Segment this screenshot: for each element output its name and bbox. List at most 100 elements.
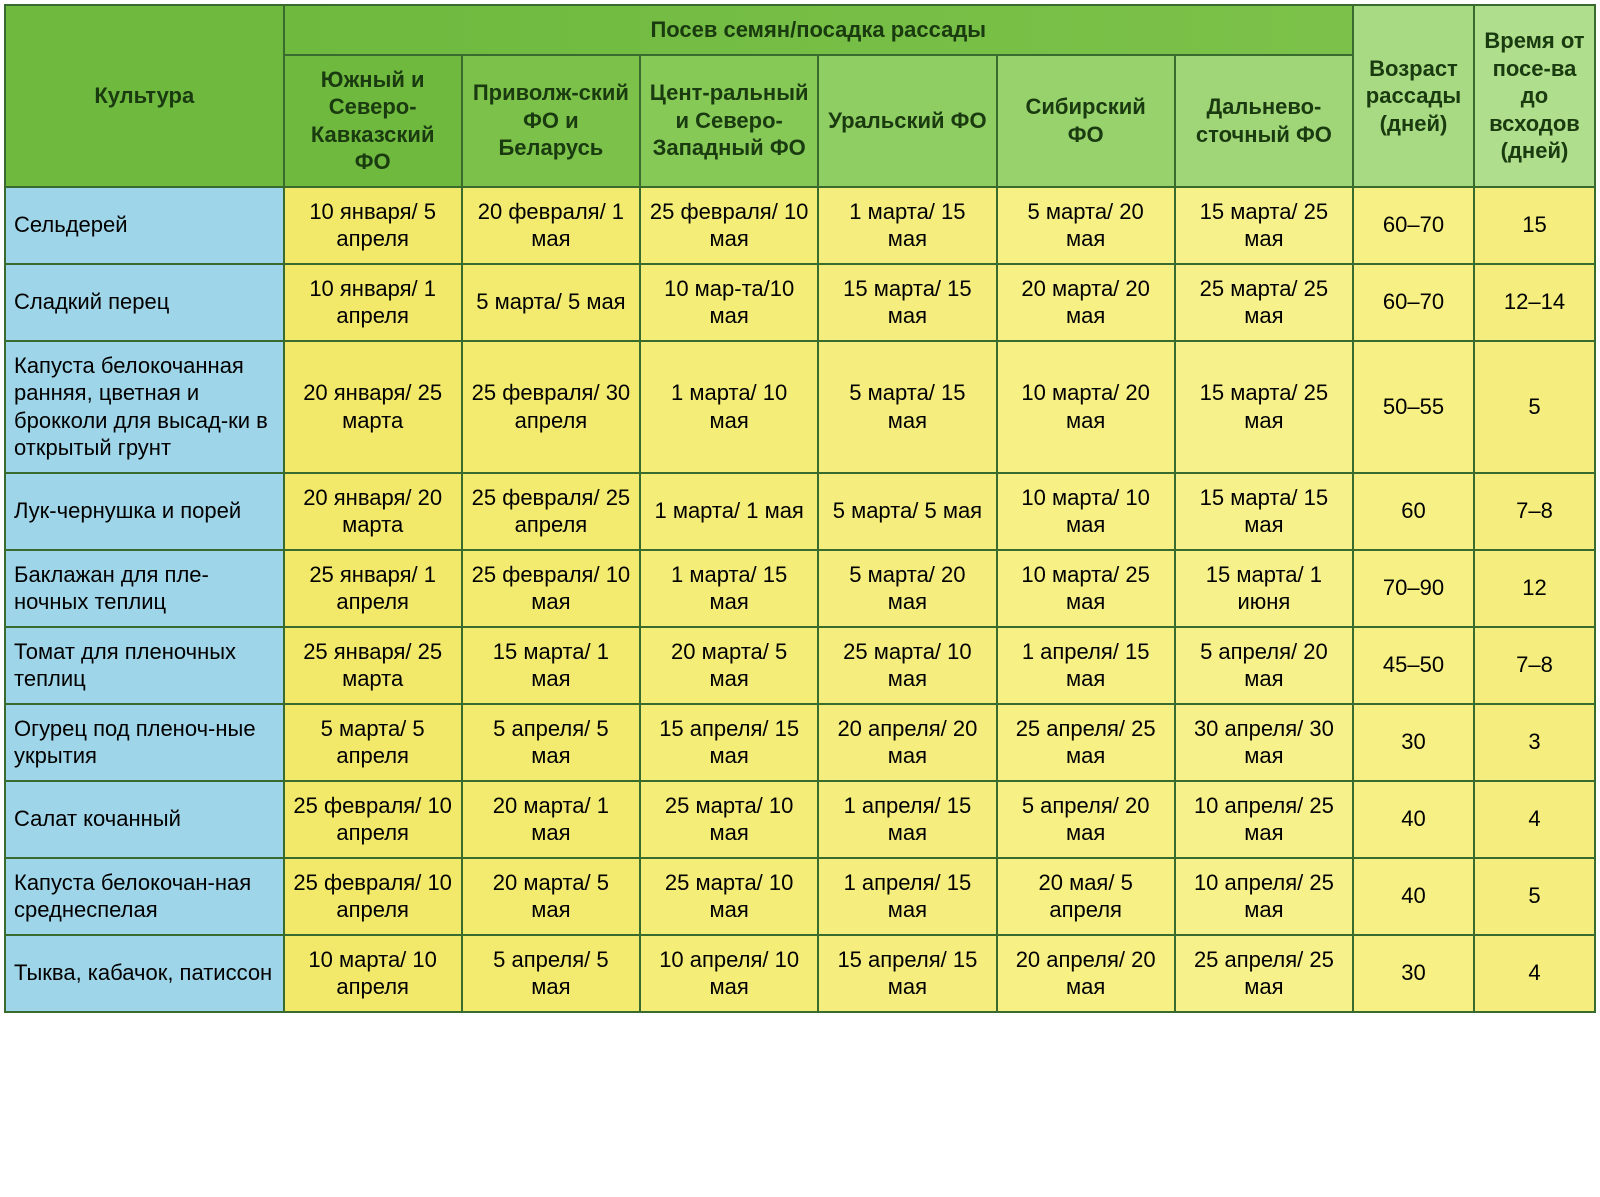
region-cell: 25 февраля/ 25 апреля: [462, 473, 640, 550]
region-cell: 1 марта/ 10 мая: [640, 341, 818, 473]
culture-cell: Капуста белокочанная ранняя, цветная и б…: [5, 341, 284, 473]
region-cell: 5 апреля/ 20 мая: [1175, 627, 1353, 704]
header-sprout: Время от посе-ва до всходов (дней): [1474, 5, 1595, 187]
region-cell: 15 марта/ 25 мая: [1175, 187, 1353, 264]
region-cell: 5 марта/ 15 мая: [818, 341, 996, 473]
header-group: Посев семян/посадка рассады: [284, 5, 1354, 55]
region-cell: 10 апреля/ 25 мая: [1175, 781, 1353, 858]
region-cell: 1 марта/ 15 мая: [818, 187, 996, 264]
culture-cell: Тыква, кабачок, патиссон: [5, 935, 284, 1012]
table-row: Капуста белокочан-ная среднеспелая25 фев…: [5, 858, 1595, 935]
region-cell: 25 марта/ 25 мая: [1175, 264, 1353, 341]
culture-cell: Капуста белокочан-ная среднеспелая: [5, 858, 284, 935]
region-cell: 25 января/ 1 апреля: [284, 550, 462, 627]
age-cell: 60: [1353, 473, 1474, 550]
header-region-4: Сибирский ФО: [997, 55, 1175, 187]
table-row: Сладкий перец10 января/ 1 апреля5 марта/…: [5, 264, 1595, 341]
age-cell: 45–50: [1353, 627, 1474, 704]
region-cell: 5 марта/ 5 апреля: [284, 704, 462, 781]
header-region-2: Цент-ральный и Северо-Западный ФО: [640, 55, 818, 187]
region-cell: 5 апреля/ 20 мая: [997, 781, 1175, 858]
age-cell: 40: [1353, 858, 1474, 935]
region-cell: 5 апреля/ 5 мая: [462, 935, 640, 1012]
region-cell: 10 марта/ 10 мая: [997, 473, 1175, 550]
region-cell: 5 марта/ 20 мая: [818, 550, 996, 627]
region-cell: 20 февраля/ 1 мая: [462, 187, 640, 264]
region-cell: 10 мар-та/10 мая: [640, 264, 818, 341]
region-cell: 20 апреля/ 20 мая: [997, 935, 1175, 1012]
header-region-5: Дальнево-сточный ФО: [1175, 55, 1353, 187]
region-cell: 25 февраля/ 10 апреля: [284, 858, 462, 935]
region-cell: 25 февраля/ 30 апреля: [462, 341, 640, 473]
table-row: Салат кочанный25 февраля/ 10 апреля20 ма…: [5, 781, 1595, 858]
age-cell: 60–70: [1353, 264, 1474, 341]
region-cell: 25 февраля/ 10 апреля: [284, 781, 462, 858]
table-row: Тыква, кабачок, патиссон10 марта/ 10 апр…: [5, 935, 1595, 1012]
age-cell: 30: [1353, 704, 1474, 781]
table-row: Сельдерей10 января/ 5 апреля20 февраля/ …: [5, 187, 1595, 264]
region-cell: 15 марта/ 25 мая: [1175, 341, 1353, 473]
sprout-cell: 3: [1474, 704, 1595, 781]
sprout-cell: 12–14: [1474, 264, 1595, 341]
region-cell: 1 апреля/ 15 мая: [997, 627, 1175, 704]
table-header: Культура Посев семян/посадка рассады Воз…: [5, 5, 1595, 187]
sprout-cell: 7–8: [1474, 473, 1595, 550]
region-cell: 15 апреля/ 15 мая: [640, 704, 818, 781]
region-cell: 10 марта/ 25 мая: [997, 550, 1175, 627]
sprout-cell: 5: [1474, 858, 1595, 935]
region-cell: 25 апреля/ 25 мая: [997, 704, 1175, 781]
region-cell: 1 марта/ 1 мая: [640, 473, 818, 550]
region-cell: 5 апреля/ 5 мая: [462, 704, 640, 781]
region-cell: 10 января/ 5 апреля: [284, 187, 462, 264]
region-cell: 15 апреля/ 15 мая: [818, 935, 996, 1012]
region-cell: 1 апреля/ 15 мая: [818, 858, 996, 935]
region-cell: 25 февраля/ 10 мая: [640, 187, 818, 264]
table-body: Сельдерей10 января/ 5 апреля20 февраля/ …: [5, 187, 1595, 1012]
region-cell: 20 января/ 25 марта: [284, 341, 462, 473]
region-cell: 1 апреля/ 15 мая: [818, 781, 996, 858]
region-cell: 1 марта/ 15 мая: [640, 550, 818, 627]
region-cell: 10 апреля/ 25 мая: [1175, 858, 1353, 935]
sprout-cell: 5: [1474, 341, 1595, 473]
header-culture: Культура: [5, 5, 284, 187]
culture-cell: Огурец под пленоч-ные укрытия: [5, 704, 284, 781]
region-cell: 25 марта/ 10 мая: [818, 627, 996, 704]
culture-cell: Сладкий перец: [5, 264, 284, 341]
region-cell: 20 марта/ 20 мая: [997, 264, 1175, 341]
culture-cell: Сельдерей: [5, 187, 284, 264]
region-cell: 25 февраля/ 10 мая: [462, 550, 640, 627]
culture-cell: Салат кочанный: [5, 781, 284, 858]
region-cell: 5 марта/ 5 мая: [818, 473, 996, 550]
header-age: Возраст рассады (дней): [1353, 5, 1474, 187]
region-cell: 20 мая/ 5 апреля: [997, 858, 1175, 935]
region-cell: 20 марта/ 5 мая: [640, 627, 818, 704]
culture-cell: Лук-чернушка и порей: [5, 473, 284, 550]
table-row: Баклажан для пле-ночных теплиц25 января/…: [5, 550, 1595, 627]
region-cell: 25 апреля/ 25 мая: [1175, 935, 1353, 1012]
age-cell: 60–70: [1353, 187, 1474, 264]
region-cell: 25 марта/ 10 мая: [640, 858, 818, 935]
age-cell: 30: [1353, 935, 1474, 1012]
region-cell: 20 апреля/ 20 мая: [818, 704, 996, 781]
header-region-1: Приволж-ский ФО и Беларусь: [462, 55, 640, 187]
table-row: Лук-чернушка и порей20 января/ 20 марта2…: [5, 473, 1595, 550]
sprout-cell: 4: [1474, 935, 1595, 1012]
region-cell: 25 марта/ 10 мая: [640, 781, 818, 858]
region-cell: 25 января/ 25 марта: [284, 627, 462, 704]
sprout-cell: 15: [1474, 187, 1595, 264]
region-cell: 5 марта/ 20 мая: [997, 187, 1175, 264]
region-cell: 20 января/ 20 марта: [284, 473, 462, 550]
region-cell: 20 марта/ 5 мая: [462, 858, 640, 935]
age-cell: 70–90: [1353, 550, 1474, 627]
region-cell: 20 марта/ 1 мая: [462, 781, 640, 858]
region-cell: 10 января/ 1 апреля: [284, 264, 462, 341]
header-region-3: Уральский ФО: [818, 55, 996, 187]
sprout-cell: 4: [1474, 781, 1595, 858]
region-cell: 15 марта/ 1 мая: [462, 627, 640, 704]
sprout-cell: 7–8: [1474, 627, 1595, 704]
table-row: Огурец под пленоч-ные укрытия5 марта/ 5 …: [5, 704, 1595, 781]
region-cell: 10 апреля/ 10 мая: [640, 935, 818, 1012]
region-cell: 10 марта/ 20 мая: [997, 341, 1175, 473]
culture-cell: Баклажан для пле-ночных теплиц: [5, 550, 284, 627]
region-cell: 15 марта/ 15 мая: [1175, 473, 1353, 550]
